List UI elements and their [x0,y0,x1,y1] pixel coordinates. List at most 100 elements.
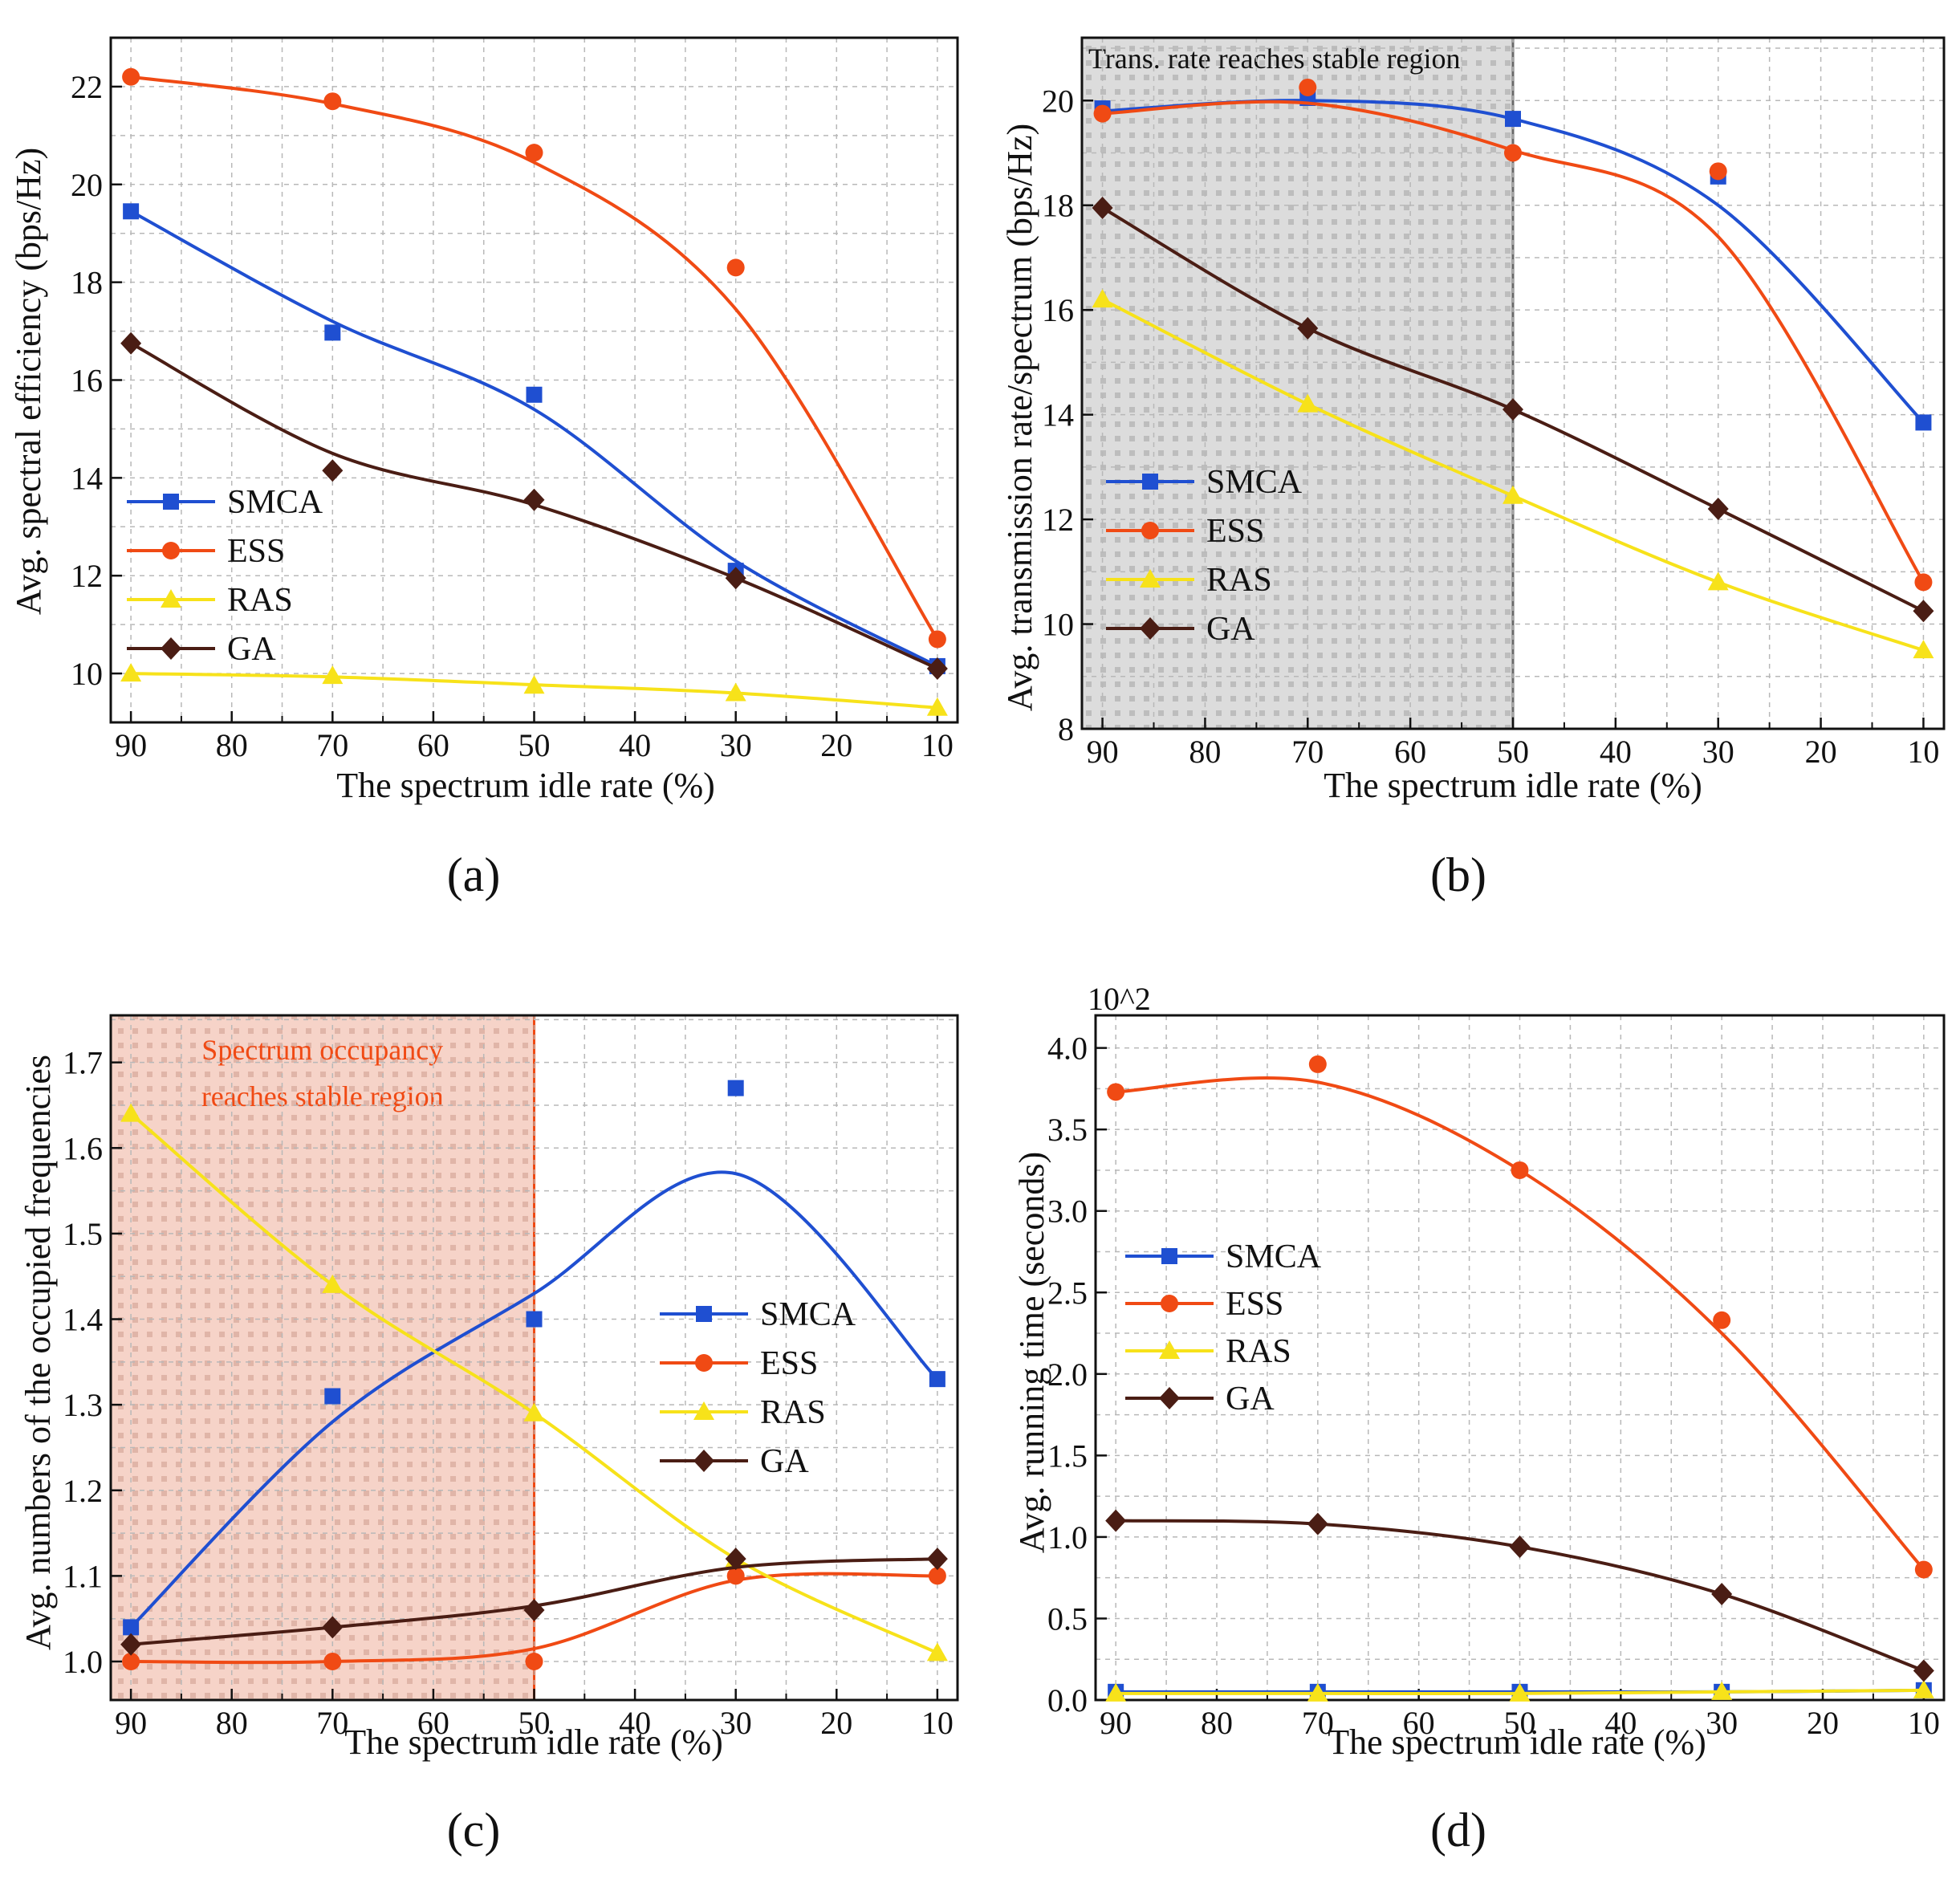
xtick-label-b-7: 20 [1805,734,1837,770]
region-label-c-1: reaches stable region [201,1080,444,1112]
ytick-label-c-1: 1.1 [63,1558,103,1594]
legend-marker-d-ess [1161,1295,1178,1312]
point-d-ess-3 [1713,1311,1731,1329]
point-b-ras-2 [1503,485,1523,504]
legend-marker-b-smca [1142,474,1158,490]
ylabel-a: Avg. spectral efficiency (bps/Hz) [9,148,48,615]
point-a-ga-2 [523,488,545,511]
xlabel-d: The spectrum idle rate (%) [1328,1722,1706,1762]
caption-a: (a) [447,848,501,901]
point-d-ras-3 [1711,1681,1733,1700]
legend-marker-c-ras [693,1401,714,1420]
point-c-ess-4 [928,1567,946,1585]
xlabel-a: The spectrum idle rate (%) [336,766,715,805]
point-c-ras-0 [120,1103,142,1122]
series-c-smca [123,1080,945,1636]
point-a-ess-1 [323,92,342,111]
point-c-ga-1 [322,1616,344,1639]
point-c-ess-0 [122,1653,140,1671]
point-b-smca-4 [1915,414,1932,431]
legend-marker-c-ess [695,1354,713,1372]
xtick-label-c-2: 70 [316,1705,348,1741]
legend-label-d-ess: ESS [1226,1286,1283,1323]
point-d-ess-1 [1308,1055,1327,1073]
point-a-ga-3 [725,567,746,590]
series-a-smca [123,203,945,674]
ytick-label-d-2: 1.0 [1047,1519,1088,1556]
fit-line-a-smca [130,209,938,668]
xtick-label-a-8: 10 [921,727,954,763]
ytick-label-c-4: 1.4 [63,1302,103,1338]
xtick-label-b-3: 60 [1394,734,1426,770]
legend-marker-c-ga [693,1450,714,1472]
point-d-ras-2 [1509,1682,1531,1702]
ytick-label-d-1: 0.5 [1047,1600,1088,1637]
series-b-ras [1092,289,1934,659]
legend-marker-b-ga [1140,617,1161,640]
legend-marker-c-smca [696,1306,712,1322]
xtick-label-d-5: 40 [1604,1705,1637,1741]
xtick-label-a-3: 60 [417,727,449,763]
legend-marker-a-smca [163,494,179,510]
ylabel-d: Avg. running time (seconds) [1012,1152,1051,1553]
point-a-ess-2 [525,144,543,162]
point-a-ess-4 [928,630,946,649]
ytick-label-a-4: 18 [71,265,103,301]
ytick-label-a-1: 12 [71,558,103,594]
xtick-label-b-1: 80 [1189,734,1221,770]
point-c-ras-4 [926,1642,948,1661]
xtick-label-d-4: 50 [1504,1705,1536,1741]
plot-d: 90 80 70 60 50 40 30 20 10 0.0 0.5 1.0 1.5 2.0 2.5 3.0 3… [1047,1014,1946,1741]
series-a-ess [122,67,946,649]
ytick-label-b-3: 14 [1042,397,1074,433]
region-label-b-0: Trans. rate reaches stable region [1088,43,1461,75]
caption-c: (c) [447,1804,501,1857]
point-c-ras-2 [523,1402,545,1421]
panel-c: Spectrum occupancy reaches stable region 9… [18,1014,959,1857]
xtick-label-c-5: 40 [619,1705,651,1741]
ytick-label-c-0: 1.0 [63,1644,103,1680]
legend-marker-b-ras [1140,569,1161,588]
series-c-ga [120,1548,948,1656]
point-c-smca-1 [324,1388,341,1405]
point-a-ras-3 [725,682,746,702]
point-a-ras-0 [120,663,142,682]
point-a-smca-1 [324,324,341,341]
xtick-label-a-2: 70 [316,727,348,763]
point-d-ras-1 [1307,1682,1328,1702]
point-c-smca-2 [526,1311,543,1328]
point-b-ess-2 [1504,144,1522,162]
ytick-label-c-3: 1.3 [63,1387,103,1423]
point-d-ess-0 [1107,1083,1125,1101]
plot-b: Trans. rate reaches stable region 90 80 70 6… [1042,36,1946,770]
point-c-ras-1 [322,1274,344,1293]
point-a-smca-2 [526,386,543,403]
xtick-label-a-6: 30 [720,727,752,763]
point-a-smca-0 [123,203,140,220]
ytick-label-d-6: 3.0 [1047,1194,1088,1230]
ytick-label-a-3: 16 [71,363,103,399]
legend-label-a-ras: RAS [227,582,293,619]
point-c-ga-4 [926,1548,948,1571]
panel-a: 90 80 70 60 50 40 30 20 10 10 12 14 16 18 20 22 SMCA ESS R… [9,36,959,901]
point-c-smca-0 [123,1619,140,1636]
xtick-label-d-2: 70 [1302,1705,1334,1741]
point-b-ess-4 [1914,573,1933,592]
point-d-ga-3 [1711,1582,1733,1605]
point-a-ras-2 [523,675,545,694]
point-d-ess-4 [1914,1560,1933,1579]
xtick-label-c-1: 80 [216,1705,248,1741]
xtick-label-c-8: 10 [921,1705,954,1741]
point-b-ras-1 [1297,393,1319,413]
point-d-ess-2 [1511,1161,1529,1179]
point-b-ras-4 [1913,640,1934,659]
point-a-ga-1 [322,459,344,482]
xtick-label-a-0: 90 [115,727,147,763]
fit-line-a-ess [130,75,939,641]
point-b-ga-2 [1503,398,1523,421]
point-b-ras-3 [1707,571,1729,591]
point-c-ess-2 [525,1653,543,1671]
xtick-label-d-0: 90 [1100,1705,1132,1741]
legend-label-b-ess: ESS [1206,513,1264,550]
